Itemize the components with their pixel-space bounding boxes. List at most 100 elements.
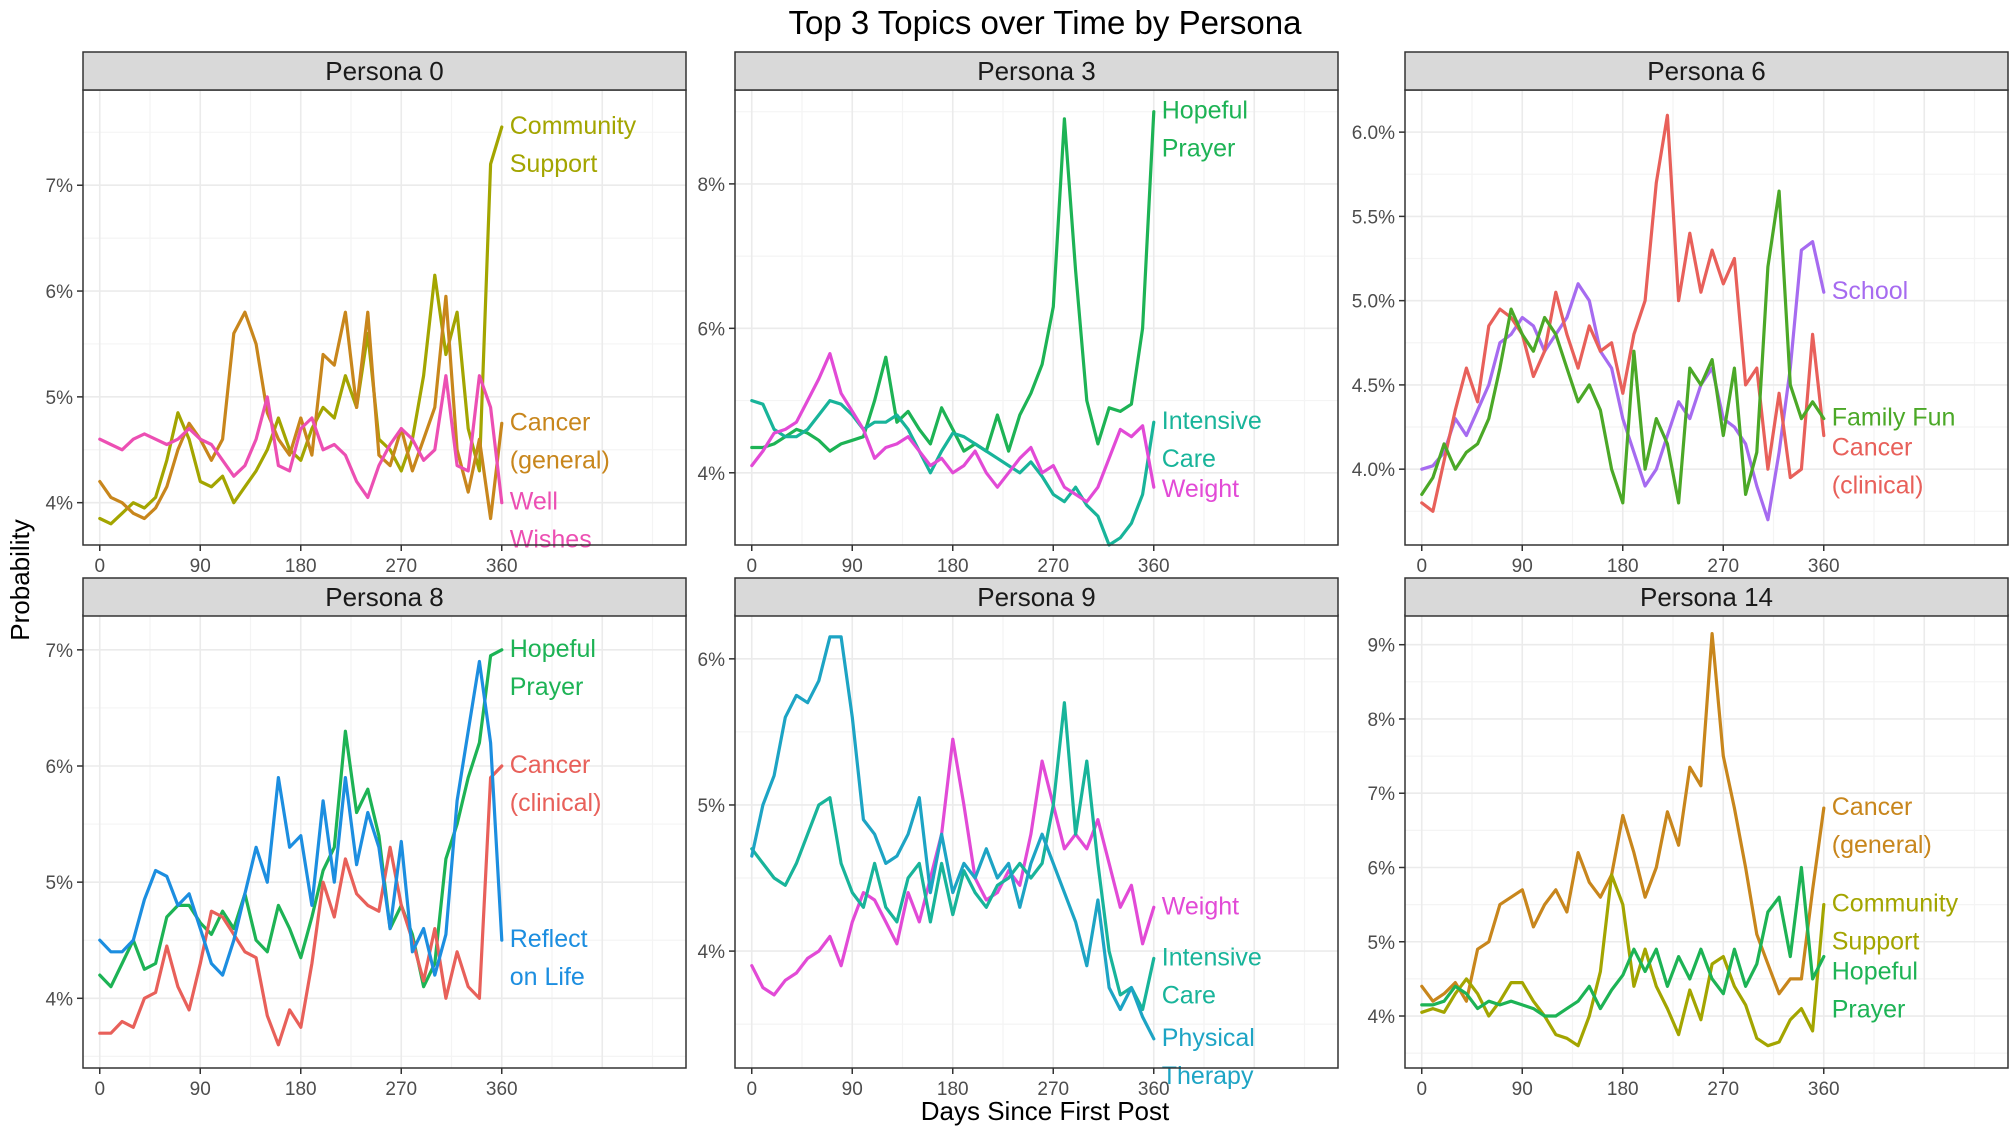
x-tick-label: 270 (1707, 1079, 1739, 1100)
series-line-hopeful-prayer (1420, 865, 1826, 1018)
strip-background (82, 51, 687, 91)
y-tick-label: 5% (1368, 933, 1396, 954)
y-tick-label: 4% (46, 989, 74, 1010)
series-label-cancer-general: Cancer (1832, 793, 1913, 821)
series-line-intensive-care (750, 701, 1156, 1012)
y-tick-label: 9% (1368, 636, 1396, 657)
x-tick-label: 90 (842, 556, 863, 577)
x-tick-label: 180 (285, 556, 317, 577)
plot-background (83, 90, 686, 545)
series-label-community-support: Support (1832, 928, 1920, 956)
strip-label: Persona 9 (977, 582, 1096, 612)
x-tick-label: 90 (190, 1079, 211, 1100)
series-line-well-wishes (98, 374, 504, 505)
strip-background (82, 577, 687, 617)
x-tick-label: 270 (1037, 1079, 1069, 1100)
series-label-intensive-care: Intensive (1162, 407, 1262, 435)
x-tick-label: 90 (190, 556, 211, 577)
series-label-hopeful-prayer: Prayer (1162, 135, 1236, 163)
series-line-community-support (98, 125, 504, 526)
series-label-cancer-clinical: (clinical) (1832, 472, 1924, 500)
x-tick-label: 90 (1512, 1079, 1533, 1100)
y-tick-label: 4% (1368, 1007, 1396, 1028)
plot-background (735, 615, 1338, 1068)
series-line-hopeful-prayer (98, 648, 504, 989)
strip-label: Persona 3 (977, 56, 1096, 86)
series-label-cancer-clinical: Cancer (1832, 434, 1913, 462)
series-label-cancer-general: (general) (1832, 831, 1932, 859)
x-tick-label: 360 (1138, 556, 1170, 577)
x-tick-label: 360 (1808, 556, 1840, 577)
strip-background (1404, 51, 2009, 91)
panel-persona-8: Hopeful Prayer Cancer (clinical) Reflect on L… (46, 577, 687, 1100)
x-tick-label: 180 (285, 1079, 317, 1100)
facet-panels: Community Support Cancer (general) Well Wishe… (46, 51, 2009, 1100)
series-label-cancer-clinical: (clinical) (510, 789, 602, 817)
x-tick-label: 270 (1037, 556, 1069, 577)
series-label-hopeful-prayer: Prayer (510, 673, 584, 701)
chart-title: Top 3 Topics over Time by Persona (789, 4, 1303, 41)
strip-background (734, 51, 1339, 91)
strip-label: Persona 0 (325, 56, 444, 86)
series-label-reflect-on-life: on Life (510, 963, 585, 991)
panel-persona-9: Weight Intensive Care Physical Therapy Person… (698, 577, 1339, 1100)
series-label-hopeful-prayer: Prayer (1832, 996, 1906, 1024)
y-tick-label: 8% (698, 175, 726, 196)
series-line-weight (750, 352, 1156, 504)
panel-persona-0: Community Support Cancer (general) Well Wishe… (46, 51, 687, 577)
x-tick-label: 360 (1138, 1079, 1170, 1100)
x-tick-label: 0 (746, 1079, 757, 1100)
y-tick-label: 5.5% (1352, 207, 1395, 228)
y-tick-label: 7% (46, 641, 74, 662)
series-line-hopeful-prayer (750, 110, 1156, 453)
series-line-physical-therapy (750, 635, 1156, 1041)
y-tick-label: 8% (1368, 710, 1396, 731)
x-tick-label: 360 (486, 1079, 518, 1100)
x-tick-label: 180 (937, 556, 969, 577)
y-tick-label: 5.0% (1352, 292, 1395, 313)
series-label-community-support: Community (510, 112, 637, 140)
plot-background (735, 90, 1338, 545)
y-tick-label: 6% (1368, 858, 1396, 879)
strip-background (734, 577, 1339, 617)
series-label-cancer-clinical: Cancer (510, 751, 591, 779)
series-label-intensive-care: Care (1162, 445, 1216, 473)
y-tick-label: 7% (1368, 784, 1396, 805)
series-label-well-wishes: Well (510, 488, 558, 516)
y-tick-label: 5% (46, 873, 74, 894)
strip-label: Persona 14 (1640, 582, 1773, 612)
x-tick-label: 0 (94, 556, 105, 577)
y-tick-label: 5% (46, 388, 74, 409)
series-line-cancer-clinical (98, 764, 504, 1047)
series-line-community-support (1420, 873, 1826, 1048)
x-tick-label: 180 (1607, 1079, 1639, 1100)
series-label-reflect-on-life: Reflect (510, 925, 588, 953)
series-label-hopeful-prayer: Hopeful (1162, 97, 1248, 125)
series-label-cancer-general: (general) (510, 446, 610, 474)
y-axis-label: Probability (5, 519, 35, 640)
strip-background (1404, 577, 2009, 617)
x-tick-label: 360 (1808, 1079, 1840, 1100)
series-label-family-fun: Family Fun (1832, 404, 1956, 432)
x-tick-label: 0 (746, 556, 757, 577)
series-line-cancer-general (98, 294, 504, 521)
series-line-weight (750, 737, 1156, 997)
x-tick-label: 90 (1512, 556, 1533, 577)
series-label-cancer-general: Cancer (510, 408, 591, 436)
series-line-intensive-care (750, 399, 1156, 547)
series-label-community-support: Community (1832, 890, 1959, 918)
series-label-community-support: Support (510, 150, 598, 178)
y-tick-label: 4.0% (1352, 460, 1395, 481)
series-line-reflect-on-life (98, 659, 504, 977)
series-line-cancer-general (1420, 631, 1826, 1003)
x-tick-label: 90 (842, 1079, 863, 1100)
x-tick-label: 180 (1607, 556, 1639, 577)
y-tick-label: 7% (46, 176, 74, 197)
x-tick-label: 180 (937, 1079, 969, 1100)
y-tick-label: 4% (46, 494, 74, 515)
strip-label: Persona 8 (325, 582, 444, 612)
